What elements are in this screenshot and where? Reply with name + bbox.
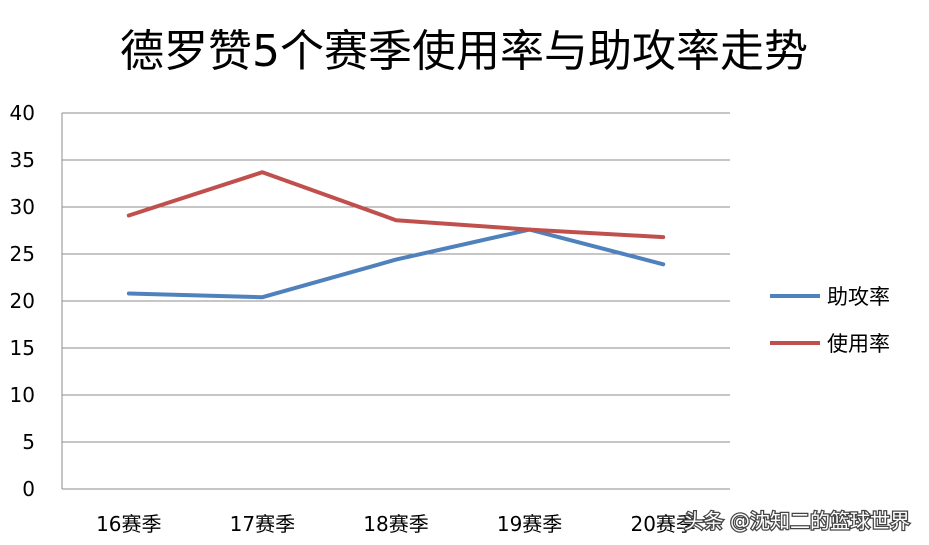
legend-label: 使用率: [827, 332, 890, 356]
y-tick-label: 0: [22, 477, 35, 501]
series-lines: [126, 170, 666, 300]
y-tick-label: 40: [10, 101, 35, 125]
series-line-0: [126, 227, 666, 300]
y-tick-label: 35: [10, 148, 35, 172]
watermark-text: 头条 @沈知二的篮球世界: [684, 509, 910, 533]
x-tick-label: 18赛季: [363, 512, 428, 536]
y-tick-label: 30: [10, 195, 35, 219]
x-axis-labels: 16赛季 17赛季 18赛季 19赛季 20赛季: [96, 512, 696, 536]
x-tick-label: 16赛季: [96, 512, 161, 536]
y-tick-label: 5: [22, 430, 35, 454]
gridlines: [61, 112, 730, 490]
chart-title: 德罗赞5个赛季使用率与助攻率走势: [120, 26, 808, 77]
x-tick-label: 17赛季: [230, 512, 295, 536]
legend-label: 助攻率: [827, 285, 890, 309]
y-tick-label: 15: [10, 336, 35, 360]
y-tick-label: 20: [10, 289, 35, 313]
x-tick-label: 19赛季: [497, 512, 562, 536]
y-tick-label: 10: [10, 383, 35, 407]
y-tick-label: 25: [10, 242, 35, 266]
y-axis-labels: 0 5 10 15 20 25 30 35 40: [10, 101, 35, 501]
x-tick-label: 20赛季: [630, 512, 695, 536]
series-line-1: [126, 170, 666, 240]
